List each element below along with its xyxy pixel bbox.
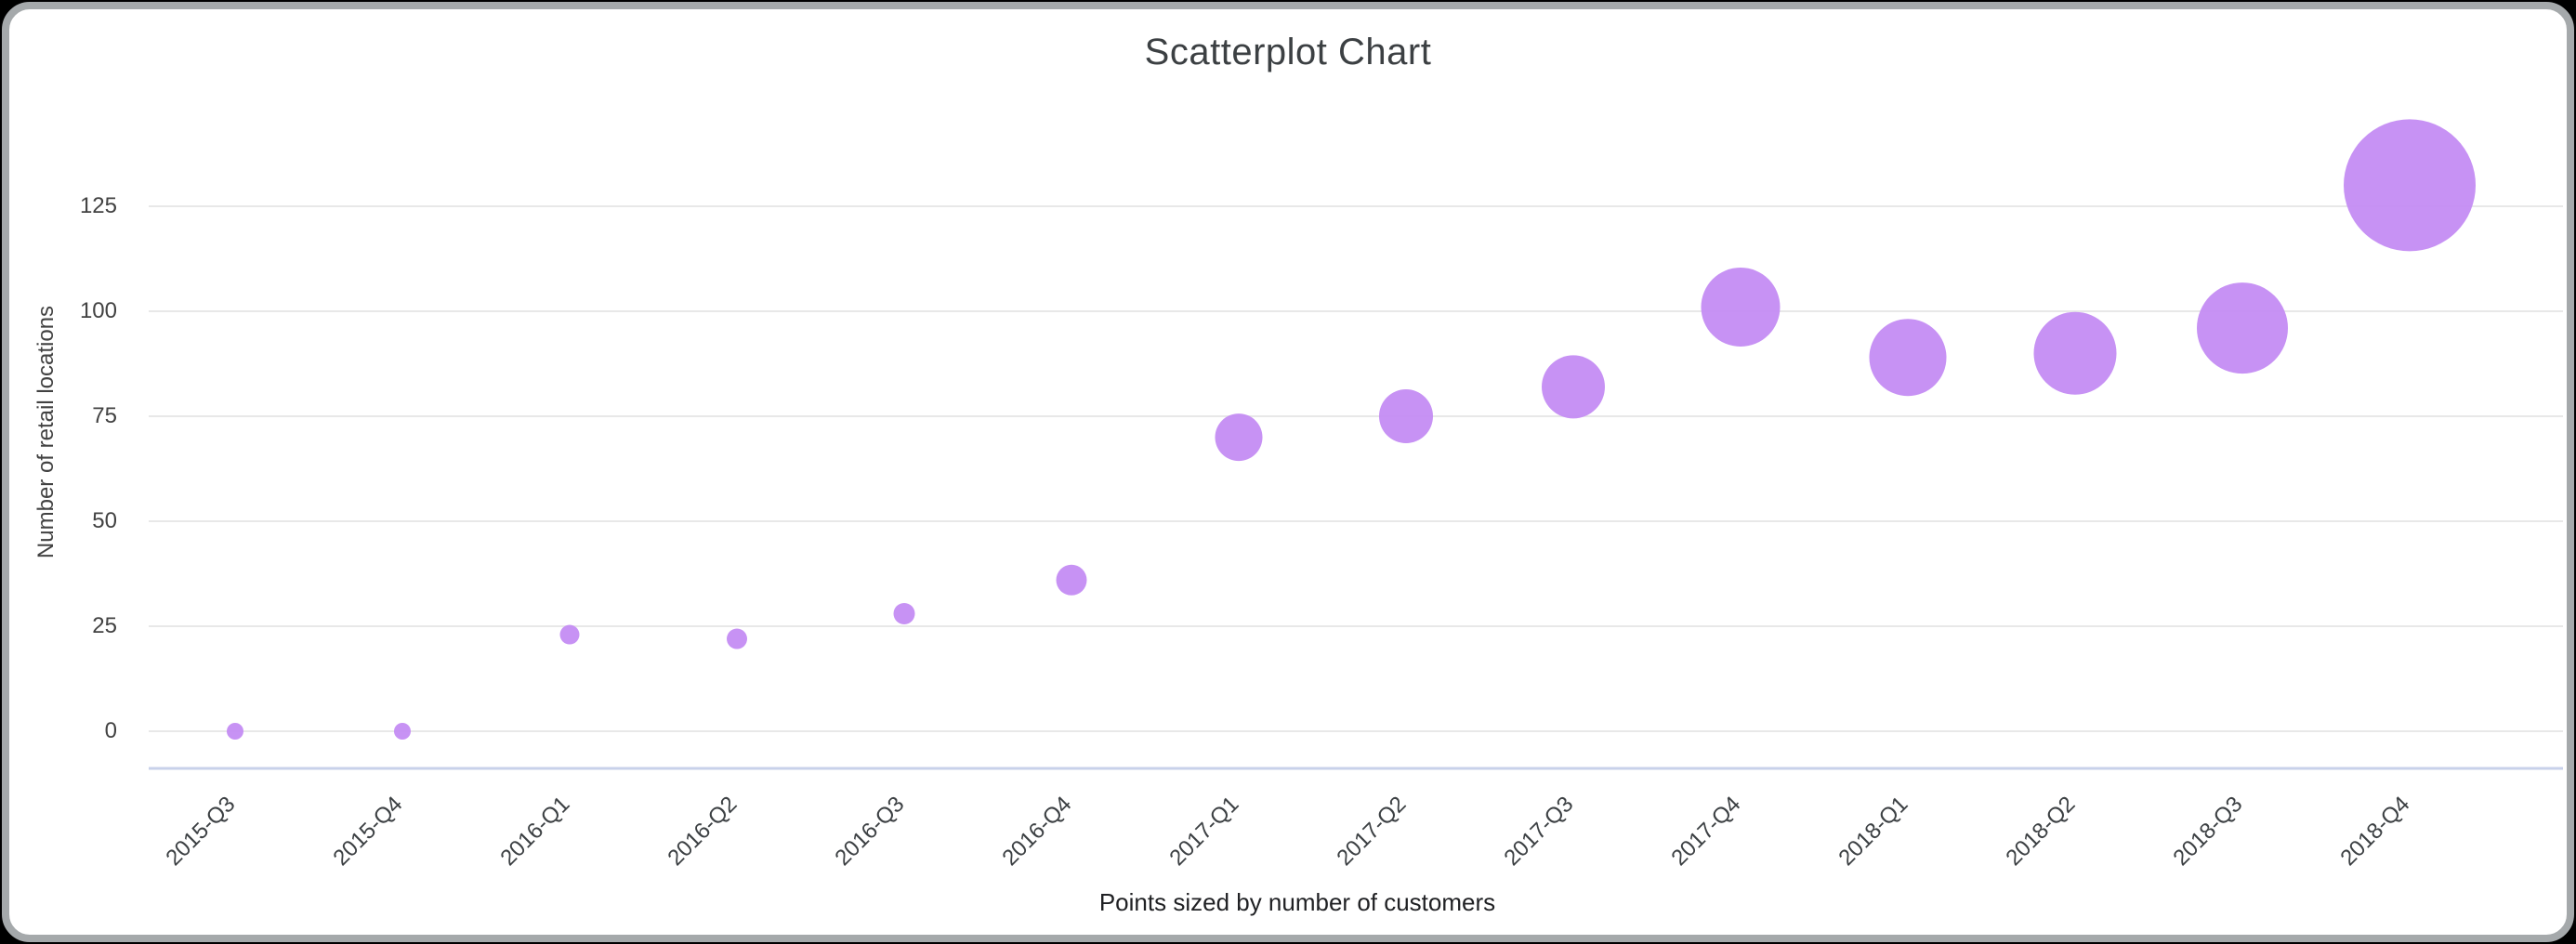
y-tick-label: 75 — [92, 403, 117, 428]
data-point-bubble-2015-Q4[interactable] — [394, 723, 411, 740]
data-point-bubble-2016-Q4[interactable] — [1056, 564, 1087, 596]
y-tick-label: 50 — [92, 508, 117, 533]
data-point-bubble-2018-Q3[interactable] — [2197, 282, 2288, 374]
data-point-bubble-2016-Q3[interactable] — [893, 602, 915, 624]
y-tick-label: 25 — [92, 613, 117, 638]
data-point-bubble-2018-Q4[interactable] — [2344, 119, 2476, 252]
data-point-bubble-2018-Q1[interactable] — [1869, 319, 1947, 397]
y-tick-label: 125 — [79, 193, 117, 218]
data-point-bubble-2015-Q3[interactable] — [227, 723, 243, 740]
data-point-bubble-2017-Q3[interactable] — [1542, 355, 1605, 419]
y-tick-label: 100 — [79, 298, 117, 323]
data-point-bubble-2017-Q4[interactable] — [1701, 267, 1781, 347]
plot-area — [149, 119, 2563, 770]
data-point-bubble-2017-Q2[interactable] — [1379, 389, 1433, 443]
chart-title: Scatterplot Chart — [1144, 32, 1432, 72]
data-point-bubble-2016-Q2[interactable] — [727, 628, 747, 649]
y-tick-label: 0 — [104, 718, 117, 743]
x-axis-caption: Points sized by number of customers — [1098, 888, 1496, 916]
data-point-bubble-2017-Q1[interactable] — [1215, 413, 1263, 462]
data-point-bubble-2016-Q1[interactable] — [559, 624, 580, 645]
data-point-bubble-2018-Q2[interactable] — [2033, 311, 2117, 395]
